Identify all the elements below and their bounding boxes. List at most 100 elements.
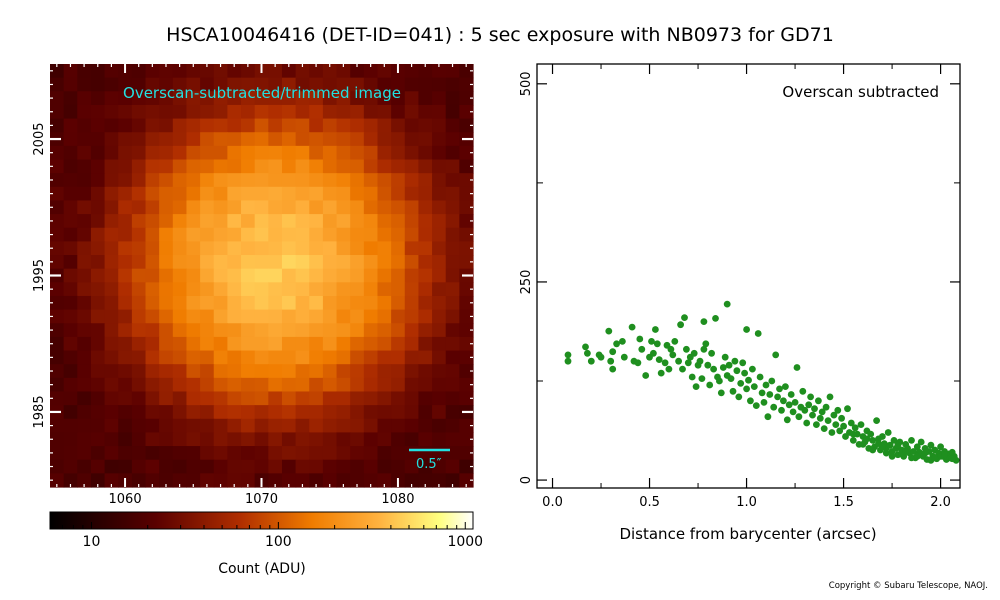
scatter-point <box>564 351 572 359</box>
heatmap-cell <box>336 364 351 379</box>
heatmap-cell <box>227 132 242 147</box>
heatmap-cell <box>200 214 215 229</box>
heatmap-cell <box>63 336 78 352</box>
heatmap-cell <box>377 405 392 420</box>
heatmap-cell <box>159 118 174 133</box>
heatmap-cell <box>213 91 228 106</box>
scatter-x-tick-label: 1.0 <box>736 495 757 510</box>
heatmap-cell <box>295 295 310 311</box>
heatmap-cell <box>268 173 283 188</box>
heatmap-cell <box>172 432 188 447</box>
scatter-point <box>828 429 836 436</box>
scatter-point <box>752 402 760 409</box>
heatmap-cell <box>241 459 256 474</box>
heatmap-cell <box>418 227 433 242</box>
heatmap-cell <box>227 200 242 215</box>
heatmap-cell <box>268 364 283 379</box>
heatmap-cell <box>186 350 201 365</box>
heatmap-cell <box>200 364 215 379</box>
heatmap-cell <box>118 186 133 202</box>
scatter-point <box>884 429 892 436</box>
heatmap-cell <box>159 268 174 283</box>
heatmap-cell <box>200 295 215 311</box>
heatmap-cell <box>445 391 460 406</box>
heatmap-cell <box>213 364 228 379</box>
scatter-y-ticks: 0 250 500 <box>519 71 960 484</box>
heatmap-cell <box>350 241 365 256</box>
heatmap-cell <box>309 173 324 188</box>
heatmap-cell <box>186 459 201 474</box>
heatmap-cell <box>63 459 78 474</box>
heatmap-cell <box>432 309 447 324</box>
heatmap-cell <box>322 104 338 120</box>
heatmap-cell <box>241 241 256 256</box>
heatmap-cell <box>213 64 228 79</box>
heatmap-cell <box>254 241 269 256</box>
heatmap-cell <box>391 446 406 461</box>
heatmap-cell <box>186 364 201 379</box>
heatmap-cell <box>391 145 406 161</box>
heatmap-cell <box>268 282 283 297</box>
heatmap-cell <box>227 364 242 379</box>
heatmap-cell <box>432 132 447 147</box>
heatmap-cell <box>213 104 228 120</box>
heatmap-cell <box>90 104 106 120</box>
heatmap-cell <box>227 418 242 434</box>
heatmap-cell <box>377 295 392 311</box>
heatmap-cell <box>90 214 106 229</box>
heatmap-cell <box>63 268 78 283</box>
heatmap-cell <box>268 200 283 215</box>
heatmap-cell <box>377 132 392 147</box>
heatmap-cell <box>418 336 433 352</box>
heatmap-cell <box>131 91 147 106</box>
heatmap-cell <box>336 309 351 324</box>
scatter-point <box>816 414 824 422</box>
heatmap-cell <box>227 432 242 447</box>
heatmap-cell <box>281 241 297 256</box>
heatmap-cell <box>63 77 78 92</box>
heatmap-cell <box>363 418 379 434</box>
heatmap-cell <box>418 459 433 474</box>
heatmap-cell <box>459 323 474 338</box>
heatmap-cell <box>63 432 78 447</box>
heatmap-cell <box>459 432 474 447</box>
scatter-panel: 0.0 0.5 1.0 1.5 2.0 0 250 500 Overscan subtrac… <box>519 63 961 543</box>
heatmap-cell <box>172 309 188 324</box>
heatmap-cell <box>418 255 433 270</box>
heatmap-cell <box>90 377 106 393</box>
heatmap-cell <box>63 364 78 379</box>
heatmap-cell <box>50 336 65 352</box>
heatmap-cell <box>404 336 420 352</box>
heatmap-cell <box>213 459 228 474</box>
heatmap-cell <box>104 459 119 474</box>
heatmap-cell <box>90 173 106 188</box>
scatter-point <box>661 359 669 367</box>
heatmap-cell <box>377 64 392 79</box>
heatmap-cell <box>200 405 215 420</box>
heatmap-cell <box>336 336 351 352</box>
heatmap-cell <box>391 173 406 188</box>
scatter-point <box>688 373 696 381</box>
heatmap-cell <box>377 255 392 270</box>
scatter-point <box>847 419 855 427</box>
heatmap-cell <box>172 391 188 406</box>
heatmap-cell <box>350 364 365 379</box>
heatmap-cell <box>445 405 460 420</box>
heatmap-cell <box>281 145 297 161</box>
heatmap-cell <box>241 309 256 324</box>
image-y-ticks: 1985 1995 2005 <box>32 123 473 428</box>
heatmap-cell <box>254 336 269 352</box>
heatmap-cell <box>118 173 133 188</box>
heatmap-cell <box>131 391 147 406</box>
scatter-point <box>820 425 828 432</box>
heatmap-cell <box>145 91 160 106</box>
heatmap-cell <box>172 145 188 161</box>
heatmap-cell <box>418 173 433 188</box>
image-y-tick-label: 1995 <box>32 259 47 292</box>
heatmap-cell <box>213 473 228 488</box>
scatter-point <box>721 353 729 361</box>
heatmap-cell <box>350 377 365 393</box>
heatmap-cell <box>118 432 133 447</box>
image-annotation: Overscan-subtracted/trimmed image <box>123 84 401 102</box>
scatter-point <box>768 377 776 385</box>
